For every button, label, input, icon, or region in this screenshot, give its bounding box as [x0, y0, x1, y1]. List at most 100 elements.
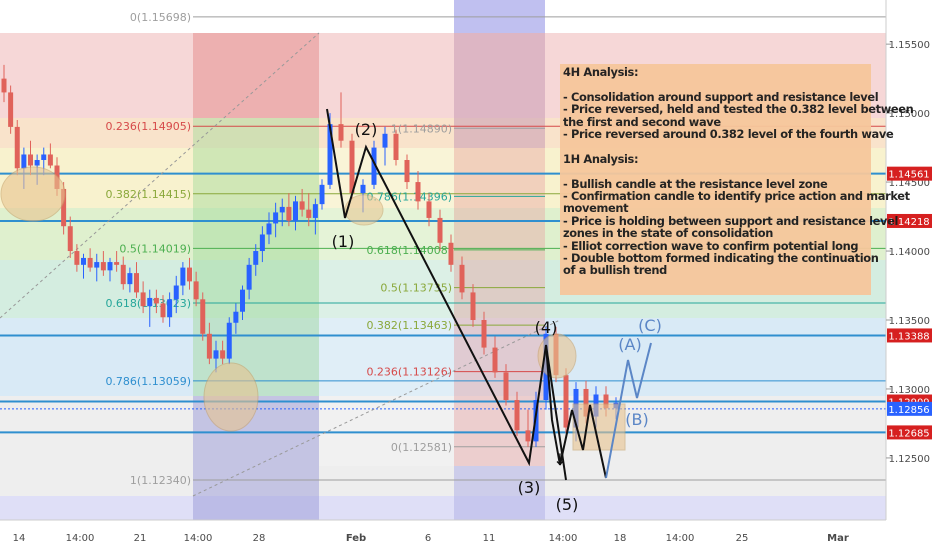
price-tag-bg — [887, 213, 932, 228]
fib2-level-label: 1(1.14890) — [391, 122, 452, 135]
candle-body — [293, 201, 298, 221]
time-tick-label: 25 — [736, 533, 749, 544]
candle-body — [193, 281, 199, 300]
time-tick-label: 18 — [614, 533, 627, 544]
price-tick-label: 1.13000 — [889, 385, 930, 396]
candle-body — [266, 223, 272, 235]
abc-projection-line — [605, 342, 652, 479]
candle-body — [233, 311, 239, 323]
time-tick-label: Feb — [346, 533, 366, 544]
elliott-wave-label: (5) — [556, 495, 579, 514]
analysis-line — [563, 78, 868, 90]
fib1-level-label: 0(1.15698) — [130, 11, 191, 24]
elliott-impulse-line — [326, 108, 567, 481]
candle-body — [61, 188, 67, 227]
candle-body — [47, 154, 53, 166]
candle-body — [127, 273, 133, 285]
time-highlights — [193, 0, 545, 520]
candle-body — [279, 206, 285, 213]
highlight-red-2 — [454, 148, 545, 466]
highlight-purple-1 — [454, 33, 545, 148]
projection-wave-label: (A) — [618, 335, 641, 354]
time-tick-label: 14:00 — [66, 533, 95, 544]
candle-body — [327, 124, 333, 185]
candle-body — [437, 217, 443, 243]
fib2-level-label: 0.236(1.13126) — [366, 366, 452, 379]
time-axis[interactable]: 14 14:00 21 14:00 28 Feb 6 11 14:00 18 14:00 25 Mar — [0, 519, 886, 550]
candle-body — [100, 262, 106, 271]
candle-body — [253, 251, 259, 265]
candle-body — [81, 257, 86, 265]
elliott-wave-label: (3) — [518, 478, 541, 497]
price-tag-label: 1.12856 — [888, 405, 929, 416]
candle-body — [187, 267, 192, 282]
candle-body — [147, 297, 153, 307]
candle-body — [273, 212, 279, 224]
fib2-level-label: 0(1.12581) — [391, 441, 452, 454]
fib2-level-label: 0.618(1.14008) — [366, 244, 452, 257]
fib1-level-label: 0.786(1.13059) — [105, 375, 191, 388]
candle-body — [8, 92, 14, 127]
trend-line-dashed — [0, 32, 561, 497]
candle-body — [306, 209, 312, 218]
candle-body — [338, 124, 344, 141]
fib2-level-label: 0.5(1.13735) — [380, 282, 452, 295]
candle-body — [226, 322, 232, 359]
projection-wave-label: (B) — [625, 410, 648, 429]
elliott-extra-line — [545, 344, 607, 479]
analysis-line — [563, 140, 868, 152]
fib-band-bottom — [0, 496, 886, 520]
candle-body — [21, 154, 27, 169]
price-tick-label: 1.15500 — [889, 40, 930, 51]
zone-ellipse-2 — [203, 362, 259, 432]
candle-body — [603, 394, 609, 409]
analysis-line: - Elliot correction wave to confirm pote… — [563, 238, 859, 253]
price-tick-label: 1.14000 — [889, 247, 930, 258]
analysis-line: the first and second wave — [563, 114, 721, 129]
time-tick-label: 14:00 — [184, 533, 213, 544]
analysis-line: zones in the state of consolidation — [563, 226, 774, 241]
elliott-wave-lines — [326, 108, 652, 481]
analysis-line: - Price reversed, held and tested the 0.… — [563, 102, 914, 117]
fib1-level-label: 1(1.12340) — [130, 474, 191, 487]
candle-body — [94, 262, 100, 268]
candle-body — [87, 257, 93, 268]
candle-body — [220, 350, 226, 359]
analysis-line: - Double bottom formed indicating the co… — [563, 251, 879, 266]
time-tick-label: 14:00 — [666, 533, 695, 544]
analysis-note: 4H Analysis: - Consolidation around suppo… — [560, 64, 914, 295]
fib-band-lower — [0, 396, 886, 496]
candle-body — [470, 292, 476, 320]
candle-body — [173, 285, 179, 300]
wave-labels: (1) (2) (3) (4) (5) (A) (B) (C) ↓ — [332, 120, 662, 514]
candle-body — [371, 147, 377, 185]
price-tag-label: 1.14218 — [888, 217, 929, 228]
candle-body — [286, 206, 292, 221]
candle-body — [41, 154, 47, 160]
diagonal-trend-line-2 — [192, 319, 561, 497]
price-tick-label: 1.12500 — [889, 454, 930, 465]
analysis-line: - Confirmation candle to identify price … — [563, 189, 910, 204]
analysis-line: movement — [563, 201, 629, 216]
price-tag-bg — [887, 425, 932, 440]
candle-body — [120, 264, 126, 285]
candle-body — [299, 201, 305, 210]
price-axis[interactable]: 1.15500 1.15000 1.14500 1.14000 1.13500 1.130… — [885, 0, 932, 550]
price-tick-label: 1.13500 — [889, 316, 930, 327]
zones — [0, 166, 626, 451]
fib-band-786-1 — [0, 318, 886, 396]
elliott-wave-label: (2) — [355, 120, 378, 139]
price-tag-label: 1.13388 — [888, 331, 929, 342]
candle-body — [1, 78, 7, 93]
time-tick-label: 21 — [134, 533, 147, 544]
candle-body — [319, 184, 325, 205]
candle-body — [107, 262, 113, 271]
candle-body — [481, 320, 487, 348]
candle-body — [34, 160, 40, 166]
candle-body — [583, 388, 589, 417]
candle-body — [563, 375, 569, 428]
candle-body — [503, 372, 509, 400]
analysis-line: - Consolidation around support and resis… — [563, 89, 879, 104]
fib1-level-label: 0.236(1.14905) — [105, 120, 191, 133]
analysis-line: of a bullish trend — [563, 263, 667, 278]
